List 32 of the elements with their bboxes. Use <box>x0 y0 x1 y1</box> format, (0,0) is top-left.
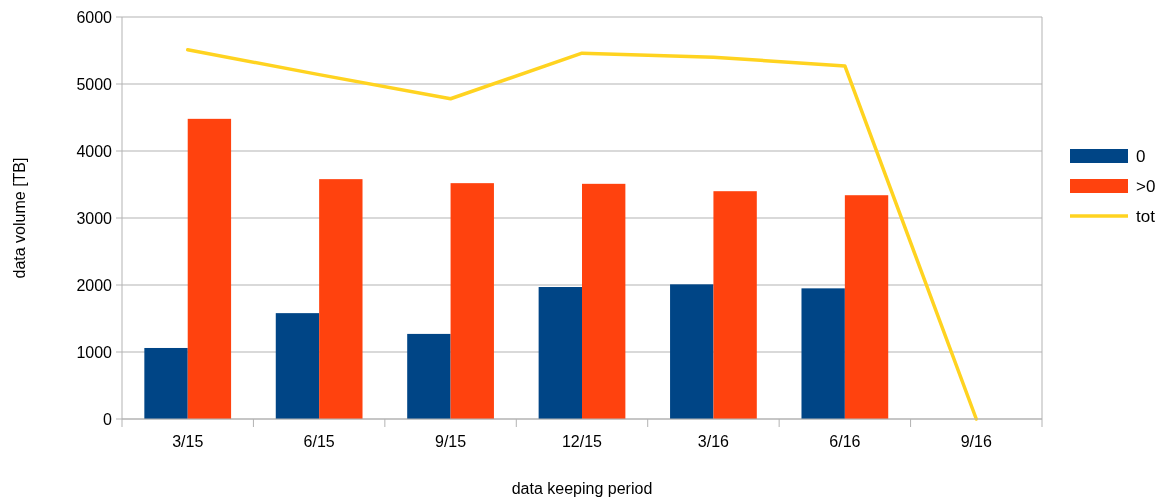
legend-label: >0 <box>1136 176 1156 196</box>
bar <box>582 183 626 419</box>
legend-label: 0 <box>1136 146 1146 166</box>
x-tick-label: 12/15 <box>561 433 603 450</box>
y-tick-label: 6000 <box>76 8 113 26</box>
y-tick-label: 5000 <box>76 75 113 93</box>
y-tick-label: 1000 <box>76 343 113 361</box>
x-tick-label: 6/15 <box>303 433 335 450</box>
bar <box>844 195 889 419</box>
bar <box>144 347 188 419</box>
y-tick-label: 2000 <box>76 276 113 294</box>
y-tick-label: 4000 <box>76 142 113 160</box>
x-tick-label: 9/16 <box>960 433 992 450</box>
x-tick-label: 6/16 <box>829 433 861 450</box>
legend-label: tot <box>1136 206 1156 226</box>
x-tick-label: 9/15 <box>435 433 467 450</box>
y-tick-label: 3000 <box>76 209 113 227</box>
bar <box>801 288 845 419</box>
bar <box>670 284 714 419</box>
bar <box>319 179 363 419</box>
bar <box>450 183 494 419</box>
bar <box>275 313 320 419</box>
line-series <box>185 48 979 421</box>
y-tick-label: 0 <box>103 410 113 428</box>
x-tick-label: 3/15 <box>172 433 204 450</box>
x-axis-title: data keeping period <box>511 480 653 497</box>
x-tick-label: 3/16 <box>697 433 730 450</box>
bar <box>187 118 232 419</box>
bar <box>713 191 757 419</box>
bar <box>538 287 582 419</box>
y-axis-title: data volume [TB] <box>11 157 28 279</box>
bar <box>407 333 451 419</box>
